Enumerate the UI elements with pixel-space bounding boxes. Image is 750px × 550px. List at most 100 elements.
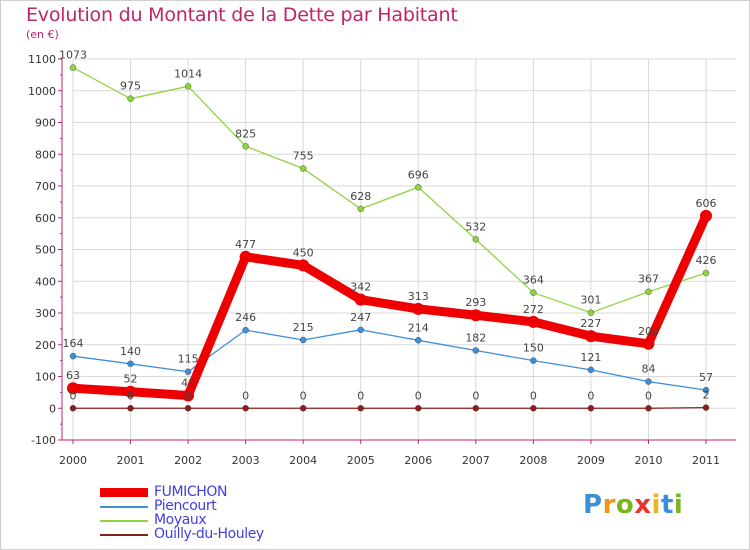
data-point-fumichon (182, 389, 195, 402)
data-point-piencourt (702, 386, 710, 394)
data-label-ouilly-du-houley: 0 (472, 389, 479, 402)
data-point-piencourt (415, 337, 422, 344)
data-point-fumichon (412, 302, 425, 315)
data-point-moyaux (184, 83, 192, 90)
data-label-moyaux: 426 (696, 254, 717, 267)
data-point-piencourt (357, 326, 364, 334)
data-label-moyaux: 364 (523, 274, 544, 287)
legend-label-ouilly-du-houley: Ouilly-du-Houley (154, 526, 264, 542)
series-line-piencourt (72, 329, 707, 391)
logo-letter: P (583, 490, 603, 520)
data-point-fumichon (354, 293, 367, 306)
data-label-piencourt: 140 (120, 345, 141, 358)
x-tick-label: 2002 (174, 454, 202, 467)
data-label-piencourt: 247 (350, 311, 371, 324)
data-label-ouilly-du-houley: 0 (185, 389, 192, 402)
data-label-piencourt: 57 (699, 371, 713, 384)
data-point-fumichon (67, 382, 79, 395)
data-label-piencourt: 84 (641, 363, 655, 376)
x-tick-label: 2005 (347, 454, 375, 467)
data-label-ouilly-du-houley: 0 (300, 389, 307, 402)
logo-letter: x (634, 490, 652, 520)
data-label-ouilly-du-houley: 0 (530, 389, 537, 402)
y-tick-label: 1100 (28, 53, 56, 66)
data-point-ouilly-du-houley (587, 405, 595, 412)
legend-swatch-ouilly-du-houley (100, 534, 148, 536)
logo-letter: i (651, 490, 661, 520)
data-point-piencourt (242, 326, 249, 334)
data-point-piencourt (127, 360, 134, 367)
logo-letter: t (660, 490, 674, 520)
data-point-fumichon (527, 315, 540, 328)
data-label-ouilly-du-houley: 0 (645, 389, 652, 402)
data-label-moyaux: 1014 (174, 67, 202, 80)
data-point-ouilly-du-houley (127, 405, 134, 412)
legend-label-moyaux: Moyaux (154, 512, 207, 528)
legend-swatch-piencourt (100, 506, 148, 508)
x-tick-label: 2006 (404, 454, 432, 467)
data-label-piencourt: 182 (465, 331, 486, 344)
data-label-fumichon: 203 (638, 325, 659, 338)
data-label-fumichon: 606 (696, 197, 717, 210)
data-label-fumichon: 272 (523, 303, 544, 316)
data-label-fumichon: 313 (408, 290, 429, 303)
data-label-fumichon: 52 (124, 373, 138, 386)
x-tick-label: 2011 (692, 454, 720, 467)
y-tick-label: 100 (35, 371, 56, 384)
data-point-piencourt (69, 352, 77, 360)
data-label-ouilly-du-houley: 0 (357, 389, 364, 402)
data-point-piencourt (587, 366, 595, 374)
data-point-moyaux (530, 289, 537, 296)
data-label-piencourt: 115 (178, 353, 199, 366)
data-point-moyaux (242, 143, 249, 150)
data-point-moyaux (127, 95, 134, 102)
data-point-piencourt (530, 357, 537, 364)
data-point-ouilly-du-houley (299, 405, 307, 412)
data-label-moyaux: 825 (235, 127, 256, 140)
y-tick-label: 600 (35, 212, 56, 225)
y-tick-label: 1000 (28, 85, 56, 98)
data-label-fumichon: 342 (350, 281, 371, 294)
data-point-fumichon (124, 385, 137, 398)
x-tick-label: 2008 (519, 454, 547, 467)
data-point-fumichon (584, 330, 597, 343)
chart-title: Evolution du Montant de la Dette par Hab… (26, 4, 458, 26)
data-point-piencourt (645, 378, 652, 385)
data-point-moyaux (472, 236, 480, 243)
data-label-piencourt: 121 (580, 351, 601, 364)
y-tick-label: 800 (35, 148, 56, 161)
data-point-fumichon (642, 337, 655, 350)
data-label-piencourt: 150 (523, 342, 544, 355)
data-point-moyaux (702, 269, 710, 277)
data-label-fumichon: 40 (181, 377, 195, 390)
y-tick-label: 900 (35, 117, 56, 130)
data-point-piencourt (472, 347, 480, 354)
data-point-ouilly-du-houley (242, 405, 249, 412)
legend-label-piencourt: Piencourt (154, 498, 217, 514)
x-tick-label: 2001 (117, 454, 145, 467)
data-label-moyaux: 1073 (59, 49, 87, 62)
data-label-fumichon: 477 (235, 238, 256, 251)
data-label-piencourt: 214 (408, 321, 429, 334)
data-label-fumichon: 63 (66, 369, 80, 382)
data-point-moyaux (587, 309, 595, 316)
data-label-moyaux: 301 (580, 294, 601, 307)
data-label-moyaux: 367 (638, 273, 659, 286)
data-label-piencourt: 215 (293, 321, 314, 334)
data-point-fumichon (469, 309, 482, 322)
data-point-moyaux (357, 205, 364, 213)
proxiti-logo: Proxiti (583, 490, 683, 520)
series-line-moyaux (72, 66, 707, 314)
series-line-ouilly-du-houley (72, 406, 707, 409)
legend-swatch-fumichon (100, 488, 148, 497)
data-label-piencourt: 246 (235, 311, 256, 324)
data-label-moyaux: 975 (120, 80, 141, 93)
series-line-fumichon (68, 211, 711, 401)
data-point-ouilly-du-houley (415, 405, 422, 412)
data-label-moyaux: 696 (408, 168, 429, 181)
data-point-moyaux (415, 184, 422, 191)
data-label-ouilly-du-houley: 0 (70, 389, 77, 402)
y-tick-label: 200 (35, 339, 56, 352)
data-point-moyaux (645, 288, 652, 295)
